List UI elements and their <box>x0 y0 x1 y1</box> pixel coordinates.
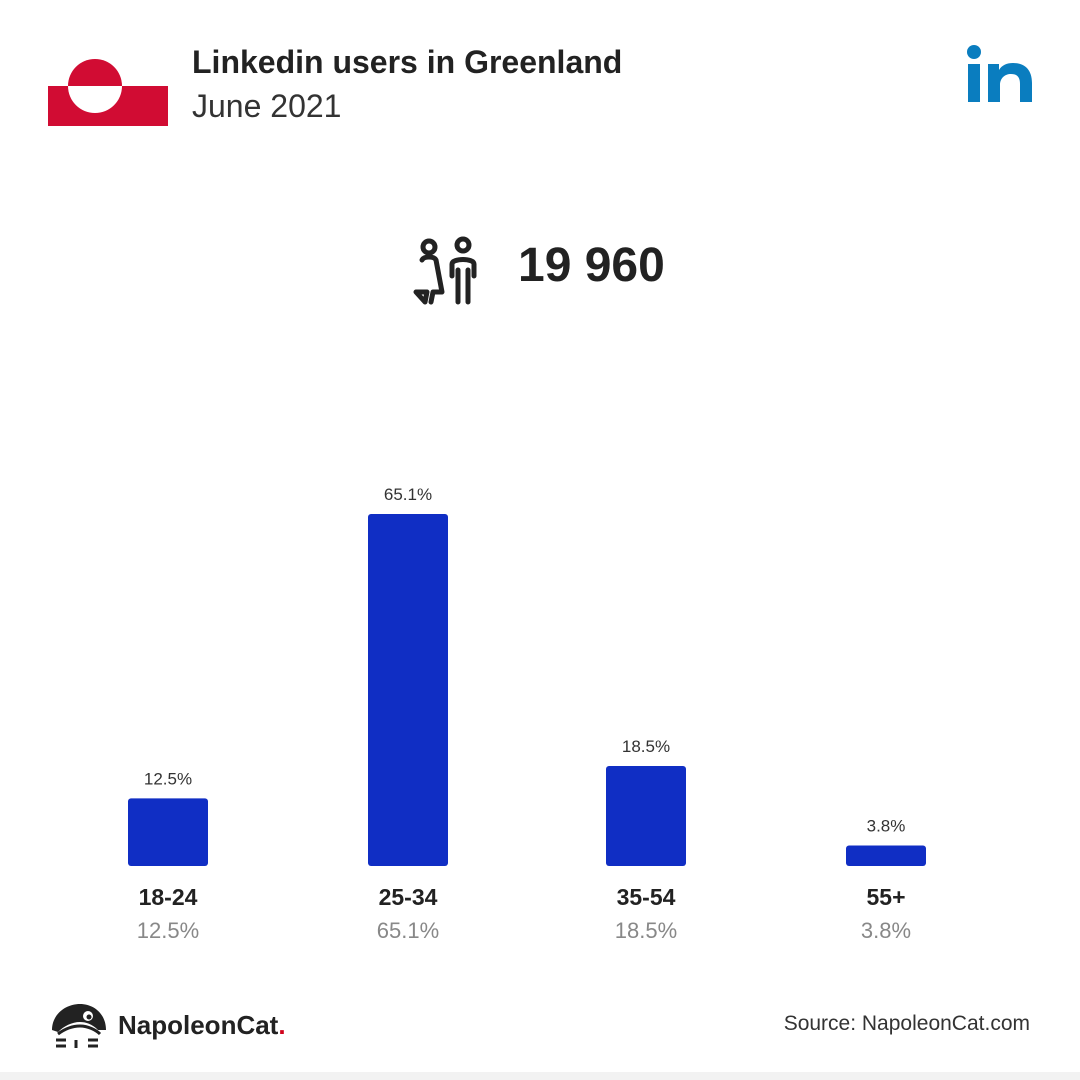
linkedin-logo-icon <box>967 45 1032 102</box>
napoleoncat-logo-icon <box>52 1004 106 1048</box>
category-percent-label: 12.5% <box>137 918 199 943</box>
bar-value-label: 65.1% <box>384 485 432 504</box>
total-users-count: 19 960 <box>518 239 665 292</box>
category-label: 55+ <box>866 884 905 910</box>
bar-18-24 <box>128 798 208 866</box>
bar-35-54 <box>606 765 686 866</box>
category-percent-label: 3.8% <box>861 918 911 943</box>
category-percent-label: 65.1% <box>377 918 439 943</box>
page-title: Linkedin users in Greenland <box>192 44 623 80</box>
category-label: 35-54 <box>617 884 676 910</box>
bar-value-label: 18.5% <box>622 737 670 756</box>
users-icon <box>413 236 477 305</box>
page-subtitle: June 2021 <box>192 88 342 124</box>
bar-25-34 <box>368 514 448 866</box>
bar-value-label: 3.8% <box>867 816 906 835</box>
source-label: Source: NapoleonCat.com <box>783 1012 1030 1035</box>
brand-dot: . <box>278 1010 286 1040</box>
category-percent-label: 18.5% <box>615 918 677 943</box>
category-label: 25-34 <box>379 884 438 910</box>
greenland-flag-icon <box>48 59 168 126</box>
footer-strip <box>0 1072 1080 1080</box>
brand-name: NapoleonCat <box>118 1010 279 1040</box>
bar-55+ <box>846 845 926 866</box>
category-label: 18-24 <box>139 884 198 910</box>
napoleoncat-brand: NapoleonCat. <box>118 1010 286 1041</box>
bar-value-label: 12.5% <box>144 769 192 788</box>
